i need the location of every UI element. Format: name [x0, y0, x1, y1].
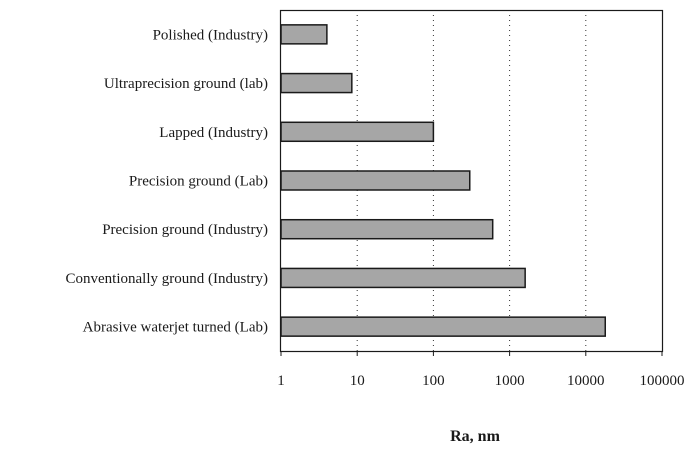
x-tick-label: 10 [350, 373, 365, 389]
category-label: Precision ground (Industry) [102, 222, 268, 238]
category-label: Ultraprecision ground (lab) [104, 76, 268, 92]
plot-frame [279, 9, 664, 353]
x-tick-label: 100000 [640, 373, 685, 389]
x-axis-ticks: 1 10 100 1000 10000 100000 [277, 351, 685, 389]
x-tick-label: 100 [422, 373, 445, 389]
category-label: Abrasive waterjet turned (Lab) [83, 320, 268, 336]
x-axis-title: Ra, nm [450, 428, 500, 445]
bar [280, 72, 353, 94]
x-tick-label: 1000 [495, 373, 525, 389]
x-tick-label: 1 [277, 373, 285, 389]
category-label: Polished (Industry) [153, 27, 268, 43]
bar [280, 267, 526, 289]
bar [280, 218, 494, 240]
category-labels: Polished (Industry) Ultraprecision ground… [66, 27, 268, 335]
bar [280, 316, 607, 337]
category-label: Precision ground (Lab) [129, 174, 268, 190]
bars [280, 24, 607, 337]
category-label: Conventionally ground (Industry) [66, 271, 268, 287]
category-label: Lapped (Industry) [159, 125, 268, 141]
bar [280, 170, 471, 191]
bar [280, 24, 328, 45]
bar [280, 121, 435, 143]
x-tick-label: 10000 [567, 373, 605, 389]
